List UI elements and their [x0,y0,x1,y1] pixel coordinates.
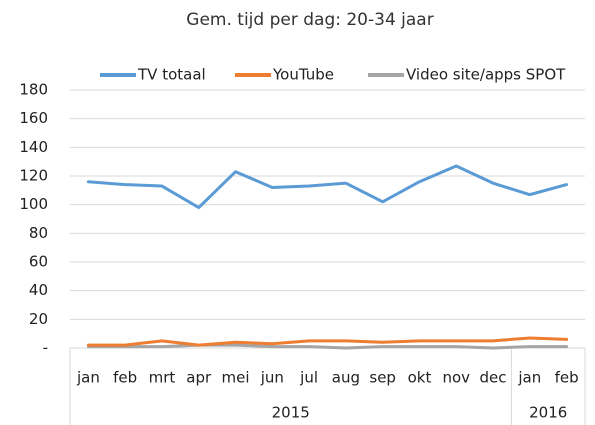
x-tick-label: feb [555,369,579,387]
x-tick-label: apr [186,369,212,387]
legend-label: TV totaal [137,66,206,84]
x-tick-label: jun [260,369,284,387]
y-tick-label: 140 [19,138,48,156]
series-line [86,343,569,350]
x-tick-label: aug [332,369,360,387]
y-tick-label: 60 [29,253,48,271]
x-tick-label: jan [517,369,541,387]
x-tick-label: okt [408,369,432,387]
x-tick-label: nov [442,369,470,387]
x-tick-label: jul [299,369,318,387]
series-line [86,164,569,210]
x-group-label: 2015 [272,404,310,422]
y-tick-label: - [43,339,48,357]
x-tick-label: dec [480,369,507,387]
x-tick-label: feb [113,369,137,387]
series-line [86,336,569,347]
chart-title: Gem. tijd per dag: 20-34 jaar [186,10,433,30]
x-tick-label: mei [222,369,250,387]
y-tick-label: 160 [19,109,48,127]
y-tick-label: 100 [19,195,48,213]
y-tick-label: 20 [29,310,48,328]
legend-label: Video site/apps SPOT [406,66,566,84]
y-tick-label: 80 [29,224,48,242]
y-tick-label: 120 [19,167,48,185]
x-tick-label: jan [76,369,100,387]
x-tick-label: mrt [149,369,176,387]
y-tick-label: 180 [19,81,48,99]
x-group-label: 2016 [529,404,567,422]
legend-label: YouTube [272,66,334,84]
x-tick-label: sep [369,369,396,387]
y-tick-label: 40 [29,281,48,299]
